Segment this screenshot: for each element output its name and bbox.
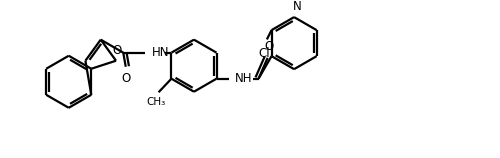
Text: O: O [265,40,274,53]
Text: N: N [292,0,301,13]
Text: NH: NH [236,72,253,85]
Text: O: O [112,44,122,57]
Text: CH₃: CH₃ [146,97,166,107]
Text: Cl: Cl [258,47,270,60]
Text: O: O [121,72,130,85]
Text: HN: HN [152,46,170,59]
